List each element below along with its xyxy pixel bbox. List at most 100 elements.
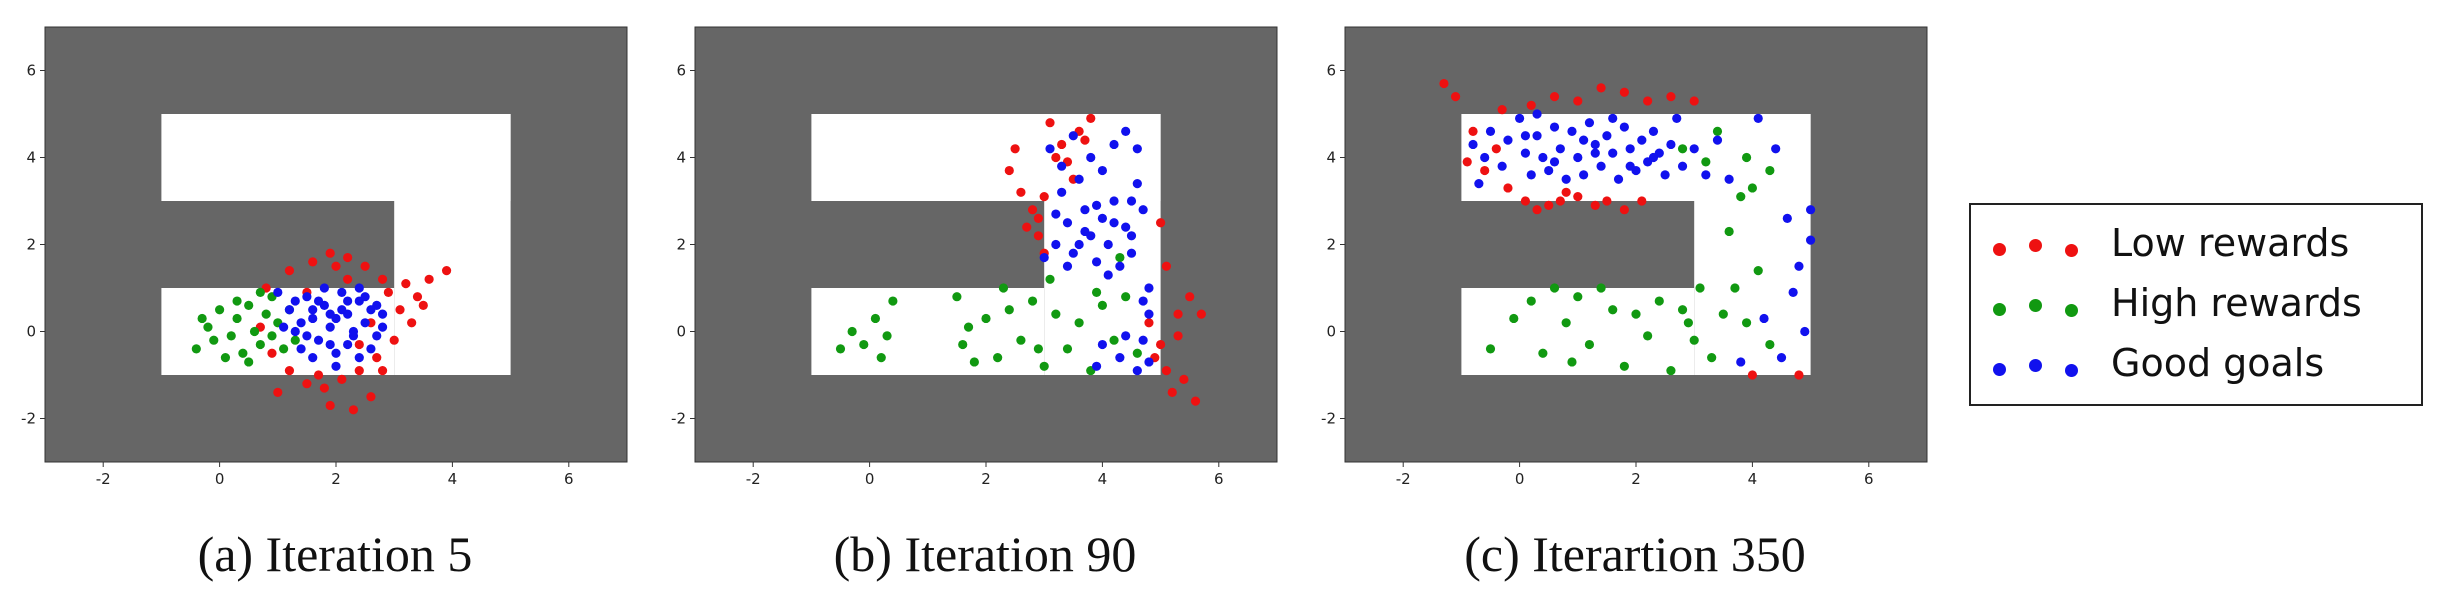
legend-dot (1993, 363, 2006, 376)
point-high-rewards (1707, 353, 1717, 363)
point-low-rewards (372, 353, 382, 363)
point-good-goals (1648, 152, 1659, 163)
point-low-rewards (1462, 157, 1472, 167)
point-low-rewards (418, 300, 428, 310)
point-high-rewards (1091, 287, 1102, 297)
point-good-goals (1788, 287, 1798, 297)
point-high-rewards (1549, 283, 1560, 293)
legend-dot (1993, 243, 2006, 256)
point-good-goals (1086, 152, 1096, 163)
point-high-rewards (1683, 318, 1693, 328)
point-high-rewards (244, 357, 254, 367)
point-high-rewards (1608, 305, 1618, 315)
y-tick-label: 4 (26, 149, 36, 167)
point-high-rewards (1584, 339, 1595, 350)
legend-dot (2029, 359, 2042, 372)
point-high-rewards (1666, 366, 1676, 376)
point-good-goals (313, 296, 324, 306)
point-good-goals (354, 283, 364, 293)
point-good-goals (1538, 152, 1548, 163)
point-good-goals (1126, 196, 1137, 206)
point-good-goals (313, 335, 324, 345)
point-good-goals (273, 287, 283, 297)
point-good-goals (1132, 144, 1142, 154)
y-tick-label: 6 (676, 62, 686, 80)
point-low-rewards (1520, 196, 1531, 206)
point-high-rewards (1643, 331, 1653, 341)
panel-b: -2 0 2 4 6 -2 0 2 4 6 (671, 26, 1278, 488)
point-good-goals (360, 318, 370, 328)
point-high-rewards (1596, 283, 1606, 293)
point-good-goals (1109, 196, 1119, 206)
point-high-rewards (859, 339, 869, 350)
x-tick-label: 2 (981, 470, 991, 488)
point-good-goals (1480, 152, 1490, 163)
point-high-rewards (958, 339, 968, 350)
point-low-rewards (1161, 261, 1172, 271)
point-good-goals (1097, 213, 1107, 223)
x-tick-label: 0 (215, 470, 225, 488)
point-low-rewards (1045, 118, 1055, 128)
x-tick-label: 4 (1748, 470, 1758, 488)
point-high-rewards (255, 287, 265, 297)
point-low-rewards (1491, 144, 1501, 154)
point-good-goals (1057, 161, 1067, 171)
y-tick-label: 2 (1326, 236, 1336, 254)
point-good-goals (290, 326, 300, 337)
point-high-rewards (1033, 344, 1043, 354)
point-good-goals (1724, 174, 1734, 184)
point-good-goals (1045, 144, 1055, 154)
point-good-goals (1672, 113, 1682, 123)
point-low-rewards (1480, 165, 1490, 176)
point-high-rewards (1619, 361, 1629, 371)
point-good-goals (1759, 313, 1769, 324)
legend-marker (1993, 299, 2083, 317)
point-low-rewards (1173, 331, 1183, 341)
point-low-rewards (1643, 96, 1653, 106)
point-good-goals (1062, 218, 1073, 228)
x-tick-label: 6 (564, 470, 574, 488)
legend-item-low-rewards: Low rewards (1971, 217, 2421, 277)
point-good-goals (325, 309, 335, 319)
maze-free-region (1461, 114, 1811, 201)
point-good-goals (1579, 135, 1589, 145)
point-low-rewards (1016, 187, 1026, 197)
point-high-rewards (998, 283, 1009, 293)
point-good-goals (1132, 366, 1142, 376)
point-good-goals (1573, 152, 1583, 163)
point-high-rewards (1747, 183, 1757, 193)
point-low-rewards (1033, 213, 1043, 223)
point-low-rewards (331, 261, 341, 271)
point-low-rewards (1196, 309, 1206, 319)
point-high-rewards (876, 353, 886, 363)
point-good-goals (296, 344, 306, 354)
point-good-goals (1660, 170, 1670, 180)
point-high-rewards (1677, 144, 1688, 154)
point-high-rewards (882, 331, 892, 341)
point-good-goals (1144, 283, 1154, 293)
point-good-goals (1138, 205, 1148, 215)
point-good-goals (1062, 261, 1073, 271)
point-high-rewards (191, 344, 201, 354)
point-good-goals (1736, 357, 1746, 367)
legend-marker (1993, 359, 2083, 377)
point-good-goals (1532, 109, 1542, 119)
maze-wall (1345, 27, 1927, 462)
point-high-rewards (203, 322, 213, 332)
point-low-rewards (1033, 231, 1043, 241)
point-low-rewards (1167, 387, 1177, 397)
point-good-goals (1074, 174, 1084, 184)
point-high-rewards (1765, 165, 1775, 176)
point-high-rewards (1051, 309, 1061, 319)
y-tick-label: -2 (1321, 410, 1336, 428)
point-good-goals (302, 292, 312, 302)
point-good-goals (290, 296, 300, 306)
point-low-rewards (1573, 96, 1583, 106)
point-good-goals (1132, 179, 1142, 189)
point-low-rewards (1689, 96, 1699, 106)
panel-c: -2 0 2 4 6 -2 0 2 4 6 (1321, 26, 1928, 488)
point-high-rewards (1654, 296, 1664, 306)
point-good-goals (1689, 144, 1699, 154)
x-tick-label: -2 (1396, 470, 1411, 488)
point-high-rewards (993, 353, 1003, 363)
